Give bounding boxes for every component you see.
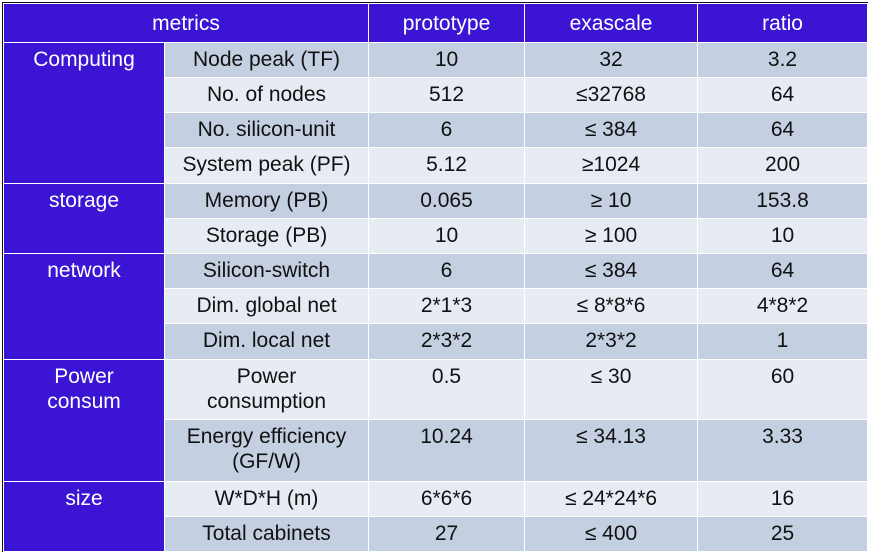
table-row: Total cabinets 27 ≤ 400 25 xyxy=(4,516,869,552)
ratio-cell: 3.33 xyxy=(697,419,869,482)
ratio-cell: 64 xyxy=(697,77,869,113)
metric-cell: Total cabinets xyxy=(163,516,370,552)
exascale-cell: ≤ 8*8*6 xyxy=(524,288,699,324)
prototype-cell: 6*6*6 xyxy=(368,481,526,517)
table-row: Dim. global net 2*1*3 ≤ 8*8*6 4*8*2 xyxy=(4,288,869,324)
prototype-cell: 5.12 xyxy=(368,147,526,184)
prototype-cell: 27 xyxy=(368,516,526,552)
metric-cell: Dim. local net xyxy=(163,323,370,360)
ratio-cell: 10 xyxy=(697,218,869,254)
exascale-cell: 2*3*2 xyxy=(524,323,699,360)
prototype-cell: 2*3*2 xyxy=(368,323,526,360)
header-exascale: exascale xyxy=(524,3,699,43)
table-row: Power consum Power consumption 0.5 ≤ 30 … xyxy=(3,359,869,482)
metric-cell: Energy efficiency (GF/W) xyxy=(163,419,370,482)
ratio-cell: 16 xyxy=(697,481,869,517)
exascale-cell: ≤ 34.13 xyxy=(524,419,699,482)
exascale-cell: ≤ 400 xyxy=(524,516,699,552)
metric-cell: Silicon-switch xyxy=(163,253,370,289)
ratio-cell: 64 xyxy=(697,253,869,289)
ratio-cell: 1 xyxy=(697,323,869,360)
header-row: metrics prototype exascale ratio xyxy=(2,3,869,43)
prototype-cell: 0.5 xyxy=(368,359,526,420)
table-row: Dim. local net 2*3*2 2*3*2 1 xyxy=(4,323,869,360)
metric-cell: Storage (PB) xyxy=(163,218,370,254)
exascale-cell: ≤ 30 xyxy=(524,359,699,420)
metric-cell: No. silicon-unit xyxy=(163,112,370,148)
prototype-cell: 10.24 xyxy=(368,419,526,482)
exascale-cell: ≤32768 xyxy=(524,77,699,113)
exascale-cell: ≥ 100 xyxy=(524,218,699,254)
table-row: Computing Node peak (TF) 10 32 3.2 xyxy=(3,42,869,184)
ratio-cell: 200 xyxy=(697,147,869,184)
group-size: size xyxy=(3,481,165,552)
metric-cell: Dim. global net xyxy=(163,288,370,324)
metric-cell: W*D*H (m) xyxy=(163,481,370,517)
group-computing: Computing xyxy=(3,42,165,184)
table-row: No. of nodes 512 ≤32768 64 xyxy=(4,77,869,113)
metric-cell-text: Energy efficiency (GF/W) xyxy=(186,425,347,473)
prototype-cell: 10 xyxy=(368,42,526,78)
prototype-cell: 6 xyxy=(368,253,526,289)
header-ratio: ratio xyxy=(697,3,869,43)
header-prototype: prototype xyxy=(368,3,526,43)
exascale-cell: 32 xyxy=(524,42,699,78)
group-storage: storage xyxy=(3,183,165,254)
ratio-cell: 3.2 xyxy=(697,42,869,78)
header-metrics: metrics xyxy=(2,3,370,43)
ratio-cell: 4*8*2 xyxy=(697,288,869,324)
group-network: network xyxy=(3,253,165,360)
table-row: size W*D*H (m) 6*6*6 ≤ 24*24*6 16 xyxy=(3,481,869,552)
metric-cell: Node peak (TF) xyxy=(163,42,370,78)
exascale-cell: ≥1024 xyxy=(524,147,699,184)
table-row: storage Memory (PB) 0.065 ≥ 10 153.8 xyxy=(3,183,869,254)
table-row: No. silicon-unit 6 ≤ 384 64 xyxy=(4,112,869,148)
exascale-cell: ≤ 384 xyxy=(524,253,699,289)
table-row: Energy efficiency (GF/W) 10.24 ≤ 34.13 3… xyxy=(4,419,869,482)
metric-cell: Power consumption xyxy=(163,359,370,420)
group-power: Power consum xyxy=(3,359,165,482)
metric-cell: Memory (PB) xyxy=(163,183,370,219)
ratio-cell: 64 xyxy=(697,112,869,148)
prototype-cell: 10 xyxy=(368,218,526,254)
ratio-cell: 25 xyxy=(697,516,869,552)
exascale-cell: ≤ 384 xyxy=(524,112,699,148)
metric-cell: No. of nodes xyxy=(163,77,370,113)
prototype-cell: 512 xyxy=(368,77,526,113)
metric-cell-text: Power consumption xyxy=(206,365,327,413)
metrics-table: metrics prototype exascale ratio Computi… xyxy=(2,3,869,552)
prototype-cell: 2*1*3 xyxy=(368,288,526,324)
exascale-cell: ≤ 24*24*6 xyxy=(524,481,699,517)
ratio-cell: 153.8 xyxy=(697,183,869,219)
group-power-label: Power consum xyxy=(47,365,121,413)
exascale-cell: ≥ 10 xyxy=(524,183,699,219)
table-row: network Silicon-switch 6 ≤ 384 64 xyxy=(3,253,869,360)
metric-cell: System peak (PF) xyxy=(163,147,370,184)
prototype-cell: 0.065 xyxy=(368,183,526,219)
prototype-cell: 6 xyxy=(368,112,526,148)
ratio-cell: 60 xyxy=(697,359,869,420)
